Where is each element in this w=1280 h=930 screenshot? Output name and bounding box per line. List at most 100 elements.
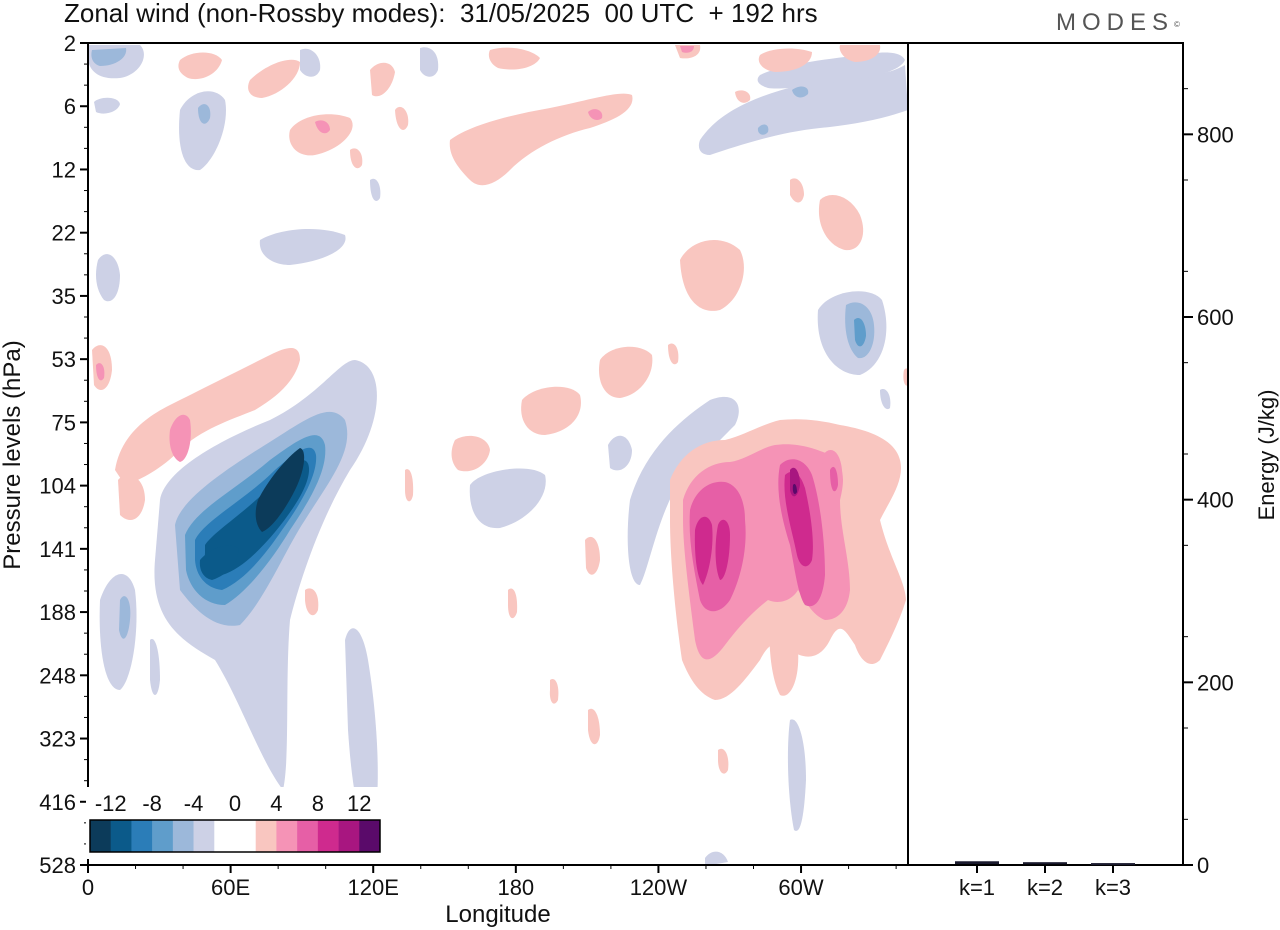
neg-upper-left-b-core	[198, 104, 211, 124]
pos-patch-k	[305, 588, 319, 616]
pressure-tick-label: 104	[39, 474, 76, 499]
longitude-tick-label: 60W	[778, 875, 823, 900]
colorbar-cell	[359, 820, 381, 852]
pos-upper-right-g	[839, 45, 881, 62]
neg-upper-left-e	[96, 254, 120, 302]
colorbar-label: -12	[95, 791, 127, 816]
colorbar-cell	[297, 820, 319, 852]
neg-streak-a-core	[119, 596, 131, 639]
pos-patch-d	[680, 239, 744, 311]
energy-axis-label: Energy (J/kg)	[1254, 390, 1279, 521]
colorbar-label: 8	[312, 791, 324, 816]
pressure-axis: 2 6 12 22 35 53 75 104 141 188 248 323 416 528	[39, 31, 88, 878]
pos-upper-left-j	[395, 106, 409, 130]
colorbar-label: 4	[270, 791, 282, 816]
pos-patch-j	[405, 469, 414, 502]
pos-patch-c	[451, 435, 490, 472]
logo-text: MODES	[1056, 9, 1175, 36]
pressure-tick-label: 6	[64, 94, 76, 119]
colorbar: -12 -8 -4 0 4 8 12	[86, 787, 384, 859]
pos-left-edge-core	[96, 363, 105, 381]
pos-band-left-sub	[118, 475, 145, 520]
pos-upper-left-b	[178, 52, 222, 80]
colorbar-cell	[214, 820, 236, 852]
chart-title: Zonal wind (non-Rossby modes): 31/05/202…	[64, 0, 818, 28]
energy-tick-label: 400	[1197, 488, 1234, 513]
pos-upper-mid-d	[370, 62, 395, 97]
easterly-jet-core-b	[199, 545, 239, 580]
pressure-tick-label: 323	[39, 727, 76, 752]
energy-tick-label: 200	[1197, 670, 1234, 695]
neg-upper-right-core	[757, 124, 769, 135]
energy-category-label: k=2	[1027, 875, 1063, 900]
pressure-axis-label: Pressure levels (hPa)	[0, 340, 26, 569]
energy-panel: 0 200 400 600 800 k=1 k=2 k=3 Energy (J/kg)	[907, 42, 1279, 900]
westerly-l3-c	[784, 471, 813, 567]
longitude-tick-label: 120E	[348, 875, 399, 900]
pos-upper-mid-k	[488, 47, 540, 70]
energy-bar	[1023, 862, 1067, 865]
pos-band-left-core	[169, 414, 191, 462]
colorbar-cell	[255, 820, 277, 852]
westerly-core	[790, 467, 800, 497]
pos-upper-right-h	[735, 90, 751, 103]
neg-upper-left-d	[259, 228, 346, 265]
colorbar-cell	[172, 820, 194, 852]
neg-patch-mid-a	[469, 468, 546, 529]
pos-band-left	[115, 348, 300, 485]
pos-upper-left-c	[248, 59, 300, 98]
colorbar-cell	[90, 820, 112, 852]
energy-tick-label: 800	[1197, 122, 1234, 147]
neg-upper-mid-f	[420, 47, 439, 77]
pressure-tick-label: 2	[64, 31, 76, 56]
pos-patch-m	[718, 748, 729, 774]
colorbar-cell	[276, 820, 298, 852]
pressure-tick-label: 12	[52, 157, 76, 182]
pos-patch-h	[508, 588, 518, 619]
colorbar-cell	[131, 820, 153, 852]
longitude-tick-label: 120W	[630, 875, 688, 900]
logo-mark: ©	[1174, 20, 1180, 29]
neg-upper-right-top	[757, 52, 905, 89]
pos-upper-right-f	[758, 48, 812, 72]
pos-patch-o	[903, 368, 908, 386]
colorbar-label: -8	[142, 791, 162, 816]
colorbar-cell	[193, 820, 215, 852]
pressure-tick-label: 53	[52, 347, 76, 372]
energy-bar	[955, 861, 999, 864]
westerly-core-dot	[792, 483, 797, 494]
neg-upper-right	[698, 65, 908, 155]
neg-upper-left-b	[179, 91, 226, 171]
pos-upper-band	[449, 93, 633, 186]
neg-upper-left-c	[94, 97, 120, 114]
energy-category-label: k=3	[1095, 875, 1131, 900]
heatmap-panel	[87, 42, 909, 866]
pos-patch-e	[818, 195, 864, 251]
colorbar-frame	[89, 819, 381, 853]
pressure-tick-label: 22	[52, 221, 76, 246]
pos-patch-a	[598, 346, 653, 398]
energy-category-label: k=1	[959, 875, 995, 900]
pressure-tick-label: 141	[39, 537, 76, 562]
pos-upper-left-i	[350, 148, 363, 169]
pos-upper-left-a	[289, 114, 353, 156]
colorbar-cells	[89, 819, 381, 853]
pos-patch-i	[588, 708, 600, 745]
neg-blob-mid-right-core	[854, 317, 866, 347]
pos-patch-b	[521, 386, 581, 435]
colorbar-cell	[235, 820, 257, 852]
energy-frame	[907, 42, 1184, 866]
neg-upper-left-a-core	[91, 48, 127, 66]
colorbar-cell	[317, 820, 339, 852]
westerly-lower-tail	[769, 616, 799, 696]
modes-logo: MODES©	[1056, 9, 1180, 37]
pos-patch-l	[549, 678, 559, 704]
neg-streak-b	[345, 628, 378, 831]
easterly-jet-core	[255, 448, 305, 532]
pos-patch-f	[790, 178, 804, 203]
pos-upper-mid-e-core	[680, 46, 694, 53]
negative-anomalies	[88, 45, 908, 865]
neg-patch-mid-b	[608, 435, 632, 471]
neg-upper-right-top-core	[792, 86, 809, 98]
